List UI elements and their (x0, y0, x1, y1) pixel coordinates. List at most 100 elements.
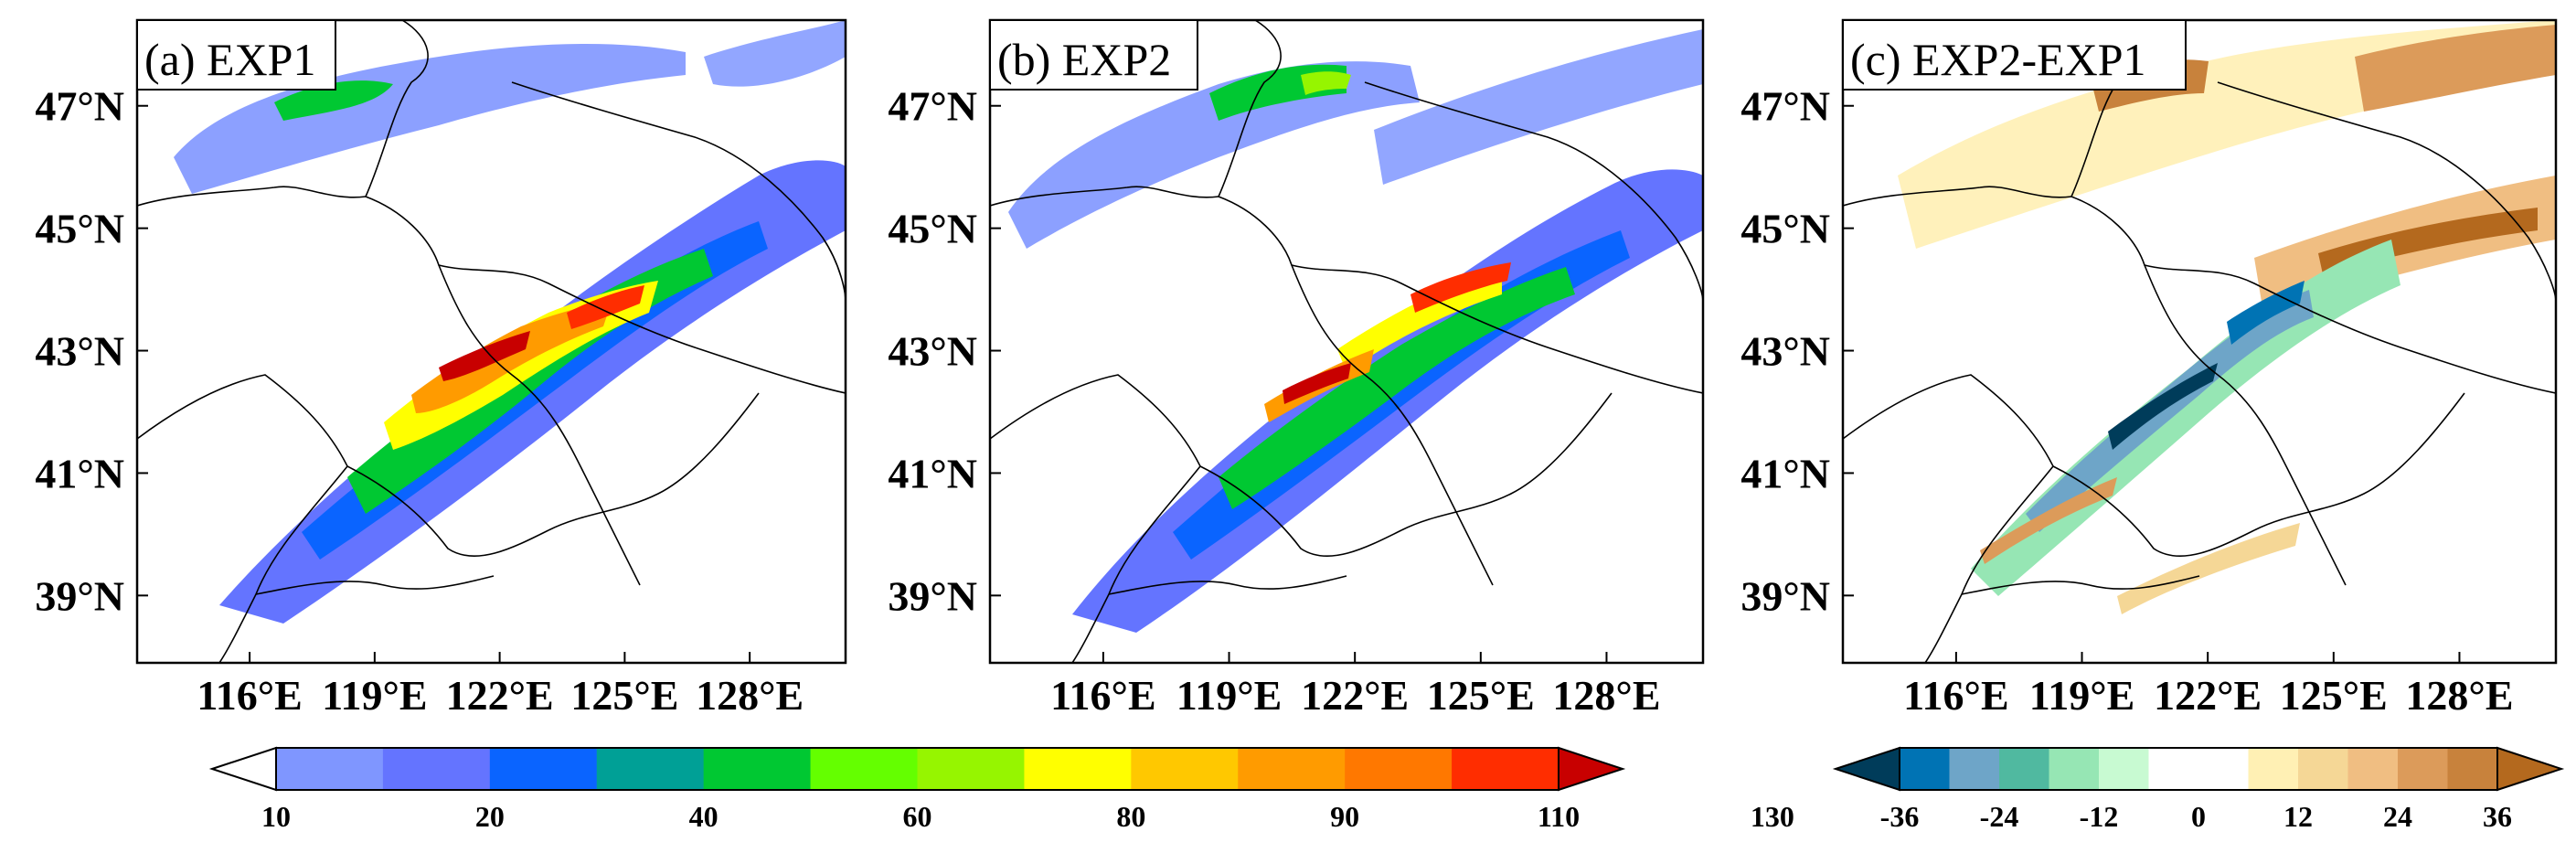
lat-tick-label-b: 43°N (888, 328, 977, 375)
lon-tick-label-c: 122°E (2154, 672, 2262, 719)
colorbar-diff-label: -36 (1880, 800, 1920, 833)
colorbar-precip-label: 90 (1330, 800, 1359, 833)
colorbar-diff-swatch (2148, 748, 2199, 790)
colorbar-diff-label: 24 (2383, 800, 2412, 833)
colorbar-precip-swatch (276, 748, 384, 790)
precip-field-a (174, 20, 846, 624)
lat-tick-label-a: 41°N (35, 450, 124, 496)
precip-band-main-orange-a (411, 299, 612, 413)
colorbar-precip-swatch (1345, 748, 1453, 790)
colorbar-diff-extend-right (2496, 746, 2565, 792)
map-frame-b (990, 20, 1703, 663)
panel-title-b: (b) EXP2 (997, 34, 1171, 85)
precip-band-main-green-b (1219, 267, 1575, 509)
lon-tick-label-c: 116°E (1903, 672, 2009, 719)
lon-tick-label-a: 119°E (322, 672, 428, 719)
lat-tick-label-b: 47°N (888, 83, 977, 130)
colorbar-precip: 10 20 40 60 80 90 110 130 (208, 746, 1794, 833)
precip-streak-ne-a (704, 20, 846, 87)
panel-a: (a) EXP1 (135, 18, 847, 665)
lat-tick-label-c: 47°N (1740, 83, 1830, 130)
panel-title-box-b (989, 19, 1198, 91)
panel-c: (c) EXP2-EXP1 (1841, 18, 2558, 665)
panel-title-a: (a) EXP1 (144, 34, 315, 85)
colorbar-diff-swatch (1999, 748, 2049, 790)
lon-tick-label-a: 125°E (570, 672, 678, 719)
lon-tick-label-b: 122°E (1301, 672, 1409, 719)
colorbar-diff-label: -12 (2080, 800, 2119, 833)
colorbar-precip-label: 40 (689, 800, 719, 833)
lat-tick-label-c: 39°N (1740, 572, 1830, 619)
boundaries-b (990, 20, 1703, 663)
colorbar-precip-extend-left (208, 746, 277, 792)
lon-tick-label-c: 128°E (2405, 672, 2513, 719)
lon-tick-label-b: 119°E (1176, 672, 1283, 719)
colorbar-diff-label: 36 (2483, 800, 2512, 833)
lat-tick-label-c: 43°N (1740, 328, 1830, 375)
boundaries-a (137, 20, 846, 663)
panel-title-box-c (1842, 19, 2187, 91)
colorbar-precip-label: 110 (1538, 800, 1580, 833)
lon-tick-label-b: 116°E (1050, 672, 1156, 719)
colorbar-precip-swatch (1131, 748, 1239, 790)
lon-tick-label-c: 119°E (2029, 672, 2135, 719)
precip-band-main-red-b (1283, 363, 1351, 404)
colorbar-diff-label: 12 (2283, 800, 2313, 833)
boundaries-c (1843, 20, 2556, 663)
lat-tick-label-b: 41°N (888, 450, 977, 496)
colorbar-precip-label: 20 (475, 800, 505, 833)
colorbar-diff-swatch (2298, 748, 2348, 790)
diff-positive-sw-c (1980, 477, 2117, 564)
precip-band-north-b (1008, 61, 1420, 250)
colorbar-diff-swatch (2398, 748, 2448, 790)
lat-tick-label-a: 47°N (35, 83, 124, 130)
colorbar-diff: -36 -24 -12 0 12 24 36 (1832, 746, 2565, 833)
lat-tick-label-b: 39°N (888, 572, 977, 619)
precip-band-main-red-a (439, 331, 530, 381)
colorbar-diff-extend-left (1832, 746, 1900, 792)
colorbar-precip-label: 10 (261, 800, 291, 833)
lat-tick-label-a: 39°N (35, 572, 124, 619)
diff-negative-core2-c (2227, 281, 2305, 345)
colorbar-diff-swatch (2198, 748, 2249, 790)
panel-title-box-a (136, 19, 336, 91)
colorbar-diff-swatch (2248, 748, 2299, 790)
diff-positive-se-c (2117, 523, 2300, 614)
colorbar-precip-label: 60 (903, 800, 932, 833)
colorbar-precip-outline (275, 747, 1559, 791)
diff-negative-core-c (2108, 363, 2218, 450)
colorbar-diff-swatch (2099, 748, 2149, 790)
lon-tick-label-a: 116°E (197, 672, 303, 719)
lat-tick-label-b: 45°N (888, 206, 977, 252)
colorbar-diff-outline (1899, 747, 2498, 791)
precip-band-north-green-a (274, 80, 393, 121)
diff-negative-band-mid-c (2026, 290, 2314, 532)
axis-ticks: 116°E 119°E 122°E 125°E 128°E 47°N 45°N 43°N 41°… (35, 83, 2513, 719)
panel-b: (b) EXP2 (988, 18, 1705, 665)
panel-title-c: (c) EXP2-EXP1 (1850, 34, 2146, 85)
colorbar-precip-label: 80 (1116, 800, 1145, 833)
lon-tick-label-b: 125°E (1427, 672, 1535, 719)
colorbar-diff-swatch (1900, 748, 1950, 790)
colorbar-precip-swatch (703, 748, 812, 790)
precip-band-core-red-a (567, 285, 644, 329)
colorbar-diff-swatch (2049, 748, 2100, 790)
lat-tick-label-a: 43°N (35, 328, 124, 375)
colorbar-diff-label: 0 (2191, 800, 2206, 833)
colorbar-diff-label: -24 (1980, 800, 2019, 833)
diff-field-c (1898, 20, 2556, 614)
colorbar-precip-swatch (1024, 748, 1132, 790)
precip-streak-ne-b (1374, 29, 1703, 185)
colorbar-precip-swatch (1452, 748, 1559, 790)
colorbar-diff-swatch (2447, 748, 2498, 790)
colorbar-diff-swatch (1949, 748, 2000, 790)
lat-tick-label-c: 45°N (1740, 206, 1830, 252)
diff-positive-ne-c (2355, 25, 2556, 112)
colorbar-precip-swatch (810, 748, 918, 790)
colorbar-precip-swatch (489, 748, 598, 790)
lon-tick-label-a: 122°E (446, 672, 554, 719)
colorbar-precip-label: 130 (1751, 800, 1794, 833)
lon-tick-label-a: 128°E (696, 672, 804, 719)
precip-band-north-a (174, 43, 686, 195)
